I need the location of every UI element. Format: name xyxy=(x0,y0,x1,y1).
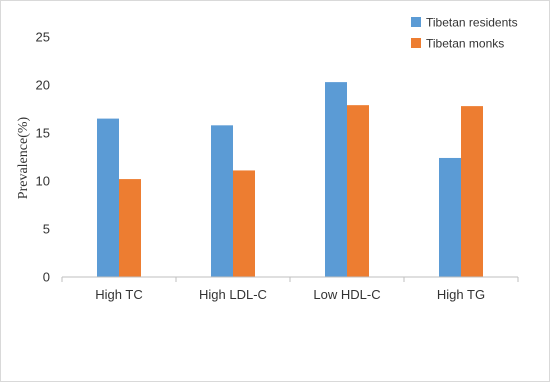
y-axis-ticks: 0 5 10 15 20 25 xyxy=(36,30,50,285)
y-axis-label: Prevalence(%) xyxy=(16,116,31,199)
category-labels: High TC High LDL-C Low HDL-C High TG xyxy=(95,287,485,302)
category-label: High TG xyxy=(437,287,485,302)
bar-tibetan-monks xyxy=(461,106,483,278)
bar-tibetan-residents xyxy=(211,125,233,277)
category-label: High LDL-C xyxy=(199,287,267,302)
legend: Tibetan residents Tibetan monks xyxy=(411,16,518,51)
y-tick-label: 25 xyxy=(36,30,50,45)
y-tick-label: 5 xyxy=(43,222,50,237)
category-label: Low HDL-C xyxy=(313,287,380,302)
y-tick-label: 10 xyxy=(36,174,50,189)
legend-label: Tibetan monks xyxy=(426,37,504,51)
bar-tibetan-residents xyxy=(97,118,119,277)
y-tick-label: 0 xyxy=(43,270,50,285)
bar-tibetan-residents xyxy=(325,82,347,278)
y-tick-label: 15 xyxy=(36,126,50,141)
legend-swatch xyxy=(411,38,421,48)
legend-label: Tibetan residents xyxy=(426,16,518,30)
bar-tibetan-monks xyxy=(233,170,255,277)
category-label: High TC xyxy=(95,287,142,302)
bar-tibetan-monks xyxy=(119,179,141,277)
bars xyxy=(97,82,483,278)
legend-swatch xyxy=(411,17,421,27)
x-axis-ticks xyxy=(61,277,519,282)
bar-tibetan-monks xyxy=(347,105,369,277)
bar-tibetan-residents xyxy=(439,157,461,277)
y-tick-label: 20 xyxy=(36,78,50,93)
